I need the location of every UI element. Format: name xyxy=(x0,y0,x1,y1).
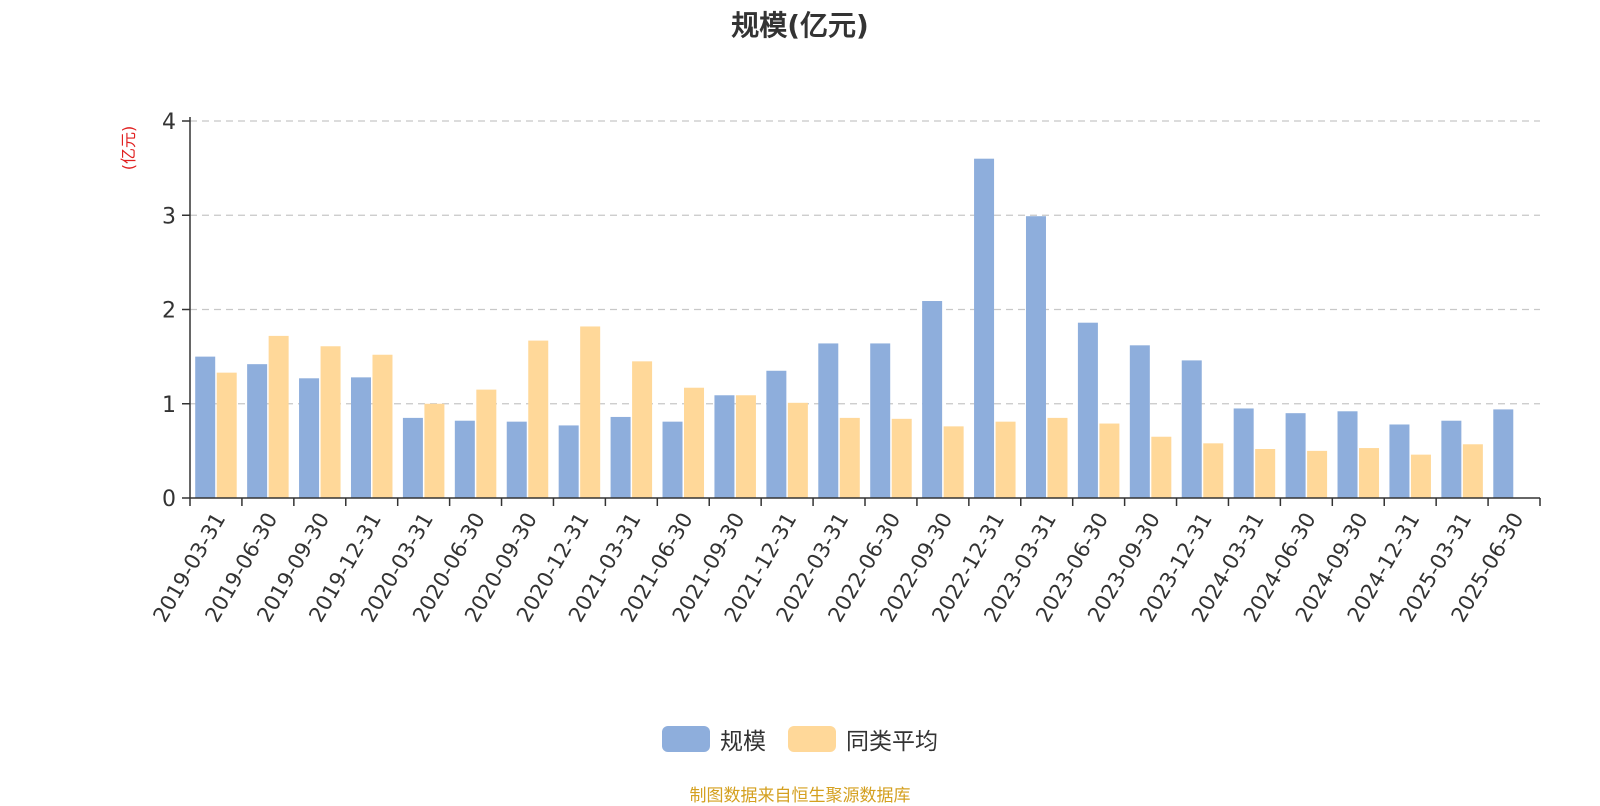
bar-category-average[interactable] xyxy=(891,418,912,498)
bar-category-average[interactable] xyxy=(580,326,601,498)
bar-scale[interactable] xyxy=(558,425,579,498)
bar-category-average[interactable] xyxy=(684,387,705,498)
chart-title: 规模(亿元) xyxy=(731,9,869,42)
bar-category-average[interactable] xyxy=(1151,436,1172,498)
bar-scale[interactable] xyxy=(974,158,995,498)
bar-scale[interactable] xyxy=(1233,408,1254,498)
bar-category-average[interactable] xyxy=(735,395,756,498)
bar-category-average[interactable] xyxy=(943,426,964,498)
bar-scale[interactable] xyxy=(1389,424,1410,498)
bar-category-average[interactable] xyxy=(1359,448,1380,498)
bar-scale[interactable] xyxy=(662,421,683,498)
legend-label-scale: 规模 xyxy=(720,729,766,755)
bar-scale[interactable] xyxy=(454,420,475,498)
y-tick-label: 3 xyxy=(162,204,176,229)
bar-category-average[interactable] xyxy=(1099,423,1120,498)
y-tick-label: 2 xyxy=(162,299,176,324)
bar-scale[interactable] xyxy=(610,416,631,498)
bar-category-average[interactable] xyxy=(1410,454,1431,498)
bar-category-average[interactable] xyxy=(1307,450,1328,498)
bar-scale[interactable] xyxy=(766,370,787,498)
bar-category-average[interactable] xyxy=(632,361,653,498)
bar-category-average[interactable] xyxy=(372,354,393,498)
bar-scale[interactable] xyxy=(506,421,527,498)
legend: 规模 同类平均 xyxy=(0,722,1600,756)
bar-scale[interactable] xyxy=(1129,345,1150,498)
bar-scale[interactable] xyxy=(714,395,735,498)
bar-category-average[interactable] xyxy=(1255,448,1276,498)
y-tick-label: 4 xyxy=(162,110,176,135)
legend-label-category-average: 同类平均 xyxy=(846,729,938,755)
bar-category-average[interactable] xyxy=(995,421,1016,498)
bar-scale[interactable] xyxy=(818,343,839,498)
grid-lines xyxy=(190,120,1540,405)
source-note: 制图数据来自恒生聚源数据库 xyxy=(689,786,911,806)
y-axis-unit-label: (亿元) xyxy=(119,126,138,171)
bar-category-average[interactable] xyxy=(1462,444,1483,498)
bar-scale[interactable] xyxy=(402,417,423,498)
legend-swatch-category-average xyxy=(788,726,836,752)
bar-scale[interactable] xyxy=(1337,411,1358,498)
bar-scale[interactable] xyxy=(299,378,320,498)
bar-scale[interactable] xyxy=(1025,216,1046,498)
bar-category-average[interactable] xyxy=(216,372,237,498)
bar-scale[interactable] xyxy=(1077,322,1098,498)
bar-category-average[interactable] xyxy=(424,403,445,498)
bar-category-average[interactable] xyxy=(268,335,289,498)
y-tick-label: 1 xyxy=(162,393,176,418)
legend-item-category-average[interactable]: 同类平均 xyxy=(788,722,938,756)
bars xyxy=(195,158,1514,498)
bar-scale[interactable] xyxy=(922,301,943,498)
bar-category-average[interactable] xyxy=(476,389,497,498)
bar-scale[interactable] xyxy=(870,343,891,498)
bar-scale[interactable] xyxy=(1441,420,1462,498)
y-tick-label: 0 xyxy=(162,487,176,512)
bar-category-average[interactable] xyxy=(1203,443,1224,498)
bar-scale[interactable] xyxy=(350,377,371,498)
bar-category-average[interactable] xyxy=(839,417,860,498)
bar-scale[interactable] xyxy=(1181,360,1202,498)
bar-scale[interactable] xyxy=(1285,413,1306,498)
bar-category-average[interactable] xyxy=(787,402,808,498)
bar-category-average[interactable] xyxy=(320,346,341,498)
axes: 012342019-03-312019-06-302019-09-302019-… xyxy=(148,110,1541,626)
legend-swatch-scale xyxy=(662,726,710,752)
bar-category-average[interactable] xyxy=(1047,417,1068,498)
bar-scale[interactable] xyxy=(195,356,216,498)
bar-scale[interactable] xyxy=(247,364,268,498)
bar-category-average[interactable] xyxy=(528,340,549,498)
legend-item-scale[interactable]: 规模 xyxy=(662,722,766,756)
bar-scale[interactable] xyxy=(1493,409,1514,498)
